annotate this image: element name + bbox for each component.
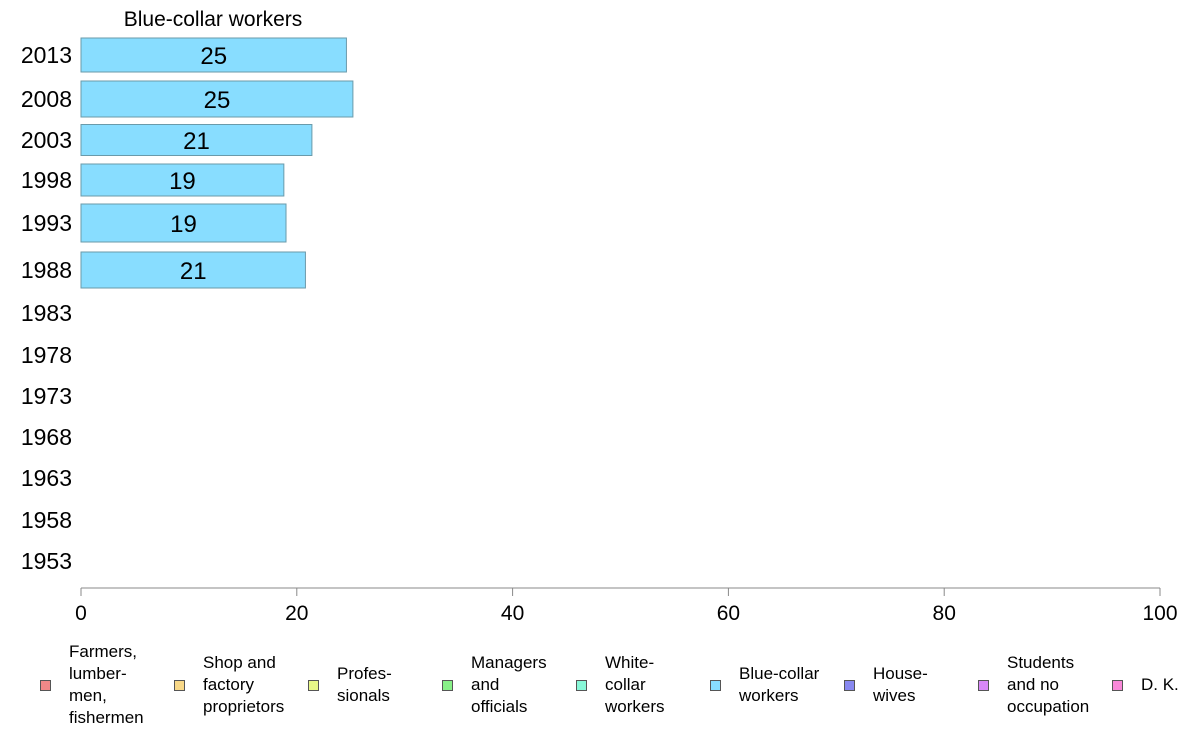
x-tick-label: 80: [933, 602, 956, 625]
legend-swatch: [442, 679, 453, 691]
legend-swatch: [174, 679, 185, 691]
y-tick-label: 1978: [21, 342, 72, 368]
legend-label: Students and no occupation: [1007, 653, 1090, 716]
legend-label: Blue-collar workers: [739, 664, 820, 705]
bar: [80, 124, 313, 156]
legend-label: Profes- sionals: [337, 664, 392, 705]
y-tick-label: 1983: [21, 300, 72, 326]
legend-item: D. K.: [1112, 645, 1179, 725]
legend-label: Shop and factory proprietors: [203, 653, 285, 716]
legend-label: Farmers, lumber- men, fishermen: [69, 642, 144, 727]
legend-label: Managers and officials: [471, 653, 547, 716]
y-tick-label: 1968: [21, 424, 72, 450]
y-tick-label: 1988: [21, 257, 72, 283]
legend-label: House- wives: [873, 664, 928, 705]
bar: [80, 163, 285, 197]
x-tick-label: 20: [285, 602, 308, 625]
legend-swatch: [844, 679, 855, 691]
bar: [80, 37, 347, 73]
legend-swatch: [978, 679, 989, 691]
legend-swatch: [710, 679, 721, 691]
legend: Farmers, lumber- men, fishermen Shop and …: [0, 642, 1188, 735]
bar-value-label: 21: [180, 258, 207, 285]
y-tick-label: 1958: [21, 507, 72, 533]
chart-title: Blue-collar workers: [124, 8, 303, 31]
bar-value-label: 25: [200, 43, 227, 70]
x-tick-label: 100: [1142, 602, 1177, 625]
y-tick-label: 1963: [21, 465, 72, 491]
legend-item: Farmers, lumber- men, fishermen: [40, 642, 144, 727]
legend-item: Shop and factory proprietors: [174, 645, 284, 725]
bar-value-label: 19: [169, 168, 196, 195]
bar: [80, 251, 306, 289]
y-tick-label: 2013: [21, 42, 72, 68]
legend-item: Profes- sionals: [308, 645, 392, 725]
bar: [80, 80, 354, 118]
legend-item: Students and no occupation: [978, 645, 1089, 725]
legend-swatch: [40, 679, 51, 691]
x-tick-label: 40: [501, 602, 524, 625]
legend-item: White- collar workers: [576, 645, 665, 725]
y-tick-label: 2003: [21, 127, 72, 153]
y-tick-label: 1973: [21, 383, 72, 409]
bar-value-label: 19: [170, 211, 197, 238]
x-tick-label: 0: [75, 602, 87, 625]
y-tick-label: 1993: [21, 210, 72, 236]
y-tick-label: 2008: [21, 86, 72, 112]
y-tick-label: 1998: [21, 167, 72, 193]
legend-label: White- collar workers: [605, 653, 665, 716]
legend-item: House- wives: [844, 645, 928, 725]
bar-value-label: 21: [183, 128, 210, 155]
legend-swatch: [308, 679, 319, 691]
legend-swatch: [576, 679, 587, 691]
legend-item: Managers and officials: [442, 645, 547, 725]
legend-swatch: [1112, 679, 1123, 691]
bar-value-label: 25: [204, 87, 231, 114]
bar: [80, 203, 287, 243]
y-tick-label: 1953: [21, 548, 72, 574]
legend-label: D. K.: [1141, 675, 1179, 694]
x-tick-label: 60: [717, 602, 740, 625]
legend-item: Blue-collar workers: [710, 645, 819, 725]
